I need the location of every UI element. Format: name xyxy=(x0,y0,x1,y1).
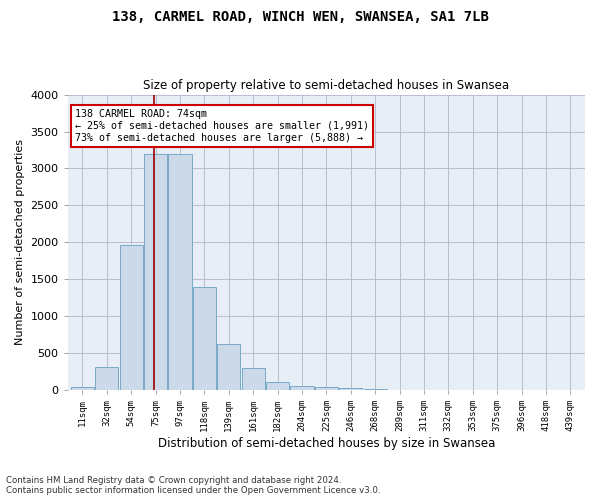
Bar xyxy=(95,366,118,390)
Text: Contains HM Land Registry data © Crown copyright and database right 2024.
Contai: Contains HM Land Registry data © Crown c… xyxy=(6,476,380,495)
Bar xyxy=(242,368,265,390)
Bar xyxy=(119,244,143,390)
X-axis label: Distribution of semi-detached houses by size in Swansea: Distribution of semi-detached houses by … xyxy=(158,437,495,450)
Bar xyxy=(71,387,94,390)
Bar xyxy=(169,154,191,390)
Y-axis label: Number of semi-detached properties: Number of semi-detached properties xyxy=(15,140,25,346)
Bar xyxy=(339,388,362,390)
Bar xyxy=(144,154,167,390)
Bar xyxy=(217,344,241,390)
Bar xyxy=(290,386,314,390)
Text: 138 CARMEL ROAD: 74sqm
← 25% of semi-detached houses are smaller (1,991)
73% of : 138 CARMEL ROAD: 74sqm ← 25% of semi-det… xyxy=(76,110,370,142)
Bar xyxy=(315,387,338,390)
Bar xyxy=(266,382,289,390)
Title: Size of property relative to semi-detached houses in Swansea: Size of property relative to semi-detach… xyxy=(143,79,509,92)
Bar xyxy=(193,288,216,390)
Text: 138, CARMEL ROAD, WINCH WEN, SWANSEA, SA1 7LB: 138, CARMEL ROAD, WINCH WEN, SWANSEA, SA… xyxy=(112,10,488,24)
